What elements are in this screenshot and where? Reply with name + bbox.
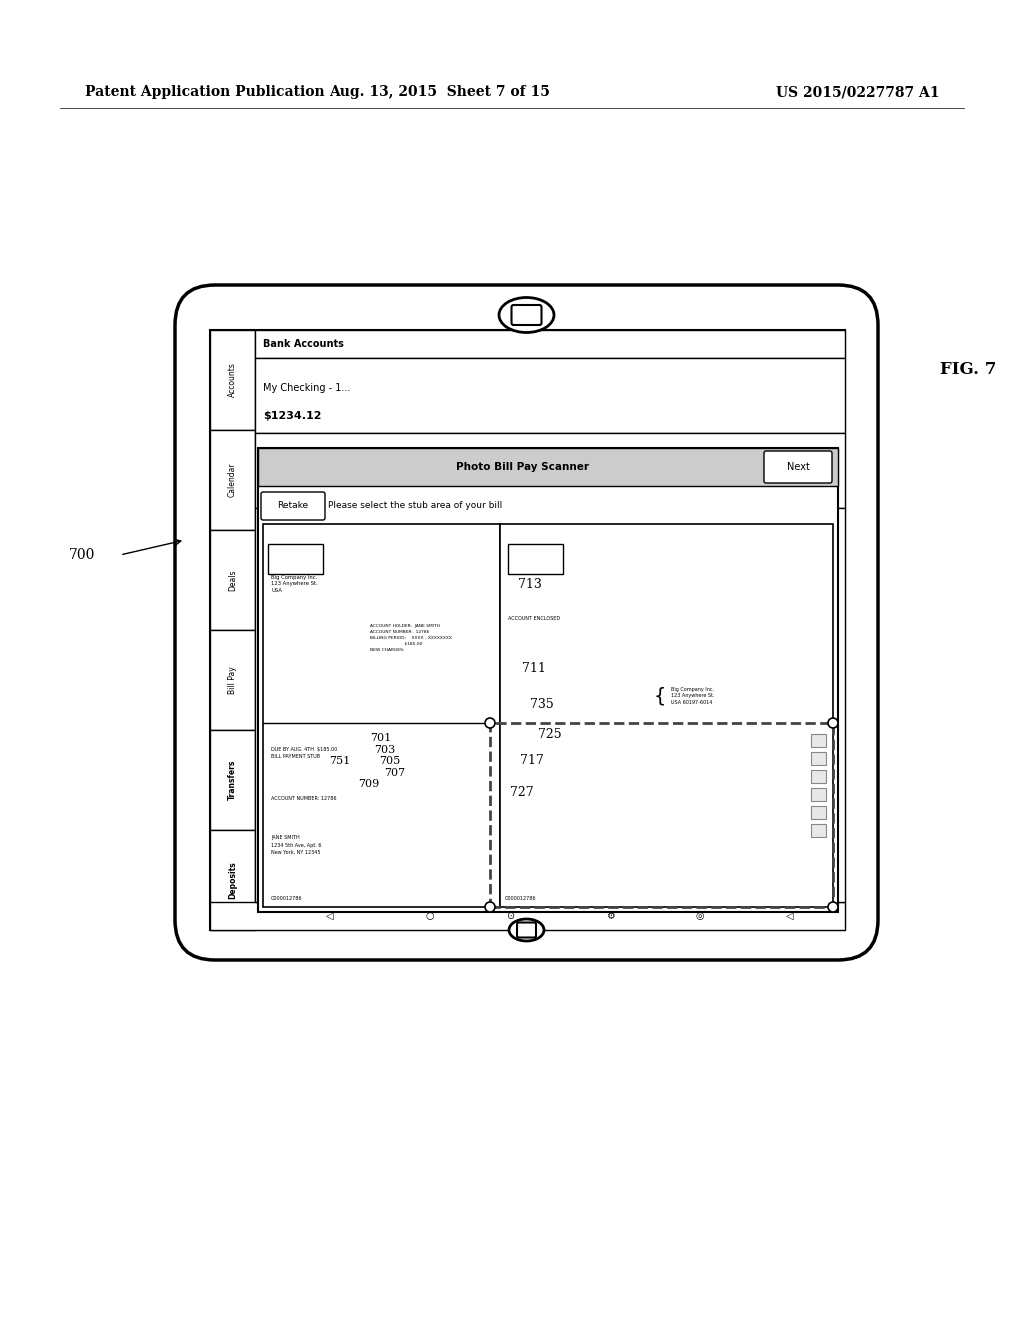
Text: ⚙: ⚙ [605,911,614,921]
Bar [811,807,826,818]
Bar [811,770,826,783]
Text: ◁: ◁ [327,911,334,921]
Text: 705: 705 [379,756,400,767]
FancyBboxPatch shape [512,305,542,325]
Bar [268,544,323,574]
Bar [210,430,255,531]
Text: 735: 735 [530,697,554,710]
FancyBboxPatch shape [764,451,831,483]
Ellipse shape [509,919,544,941]
Bar [210,531,255,630]
Text: 709: 709 [357,779,379,789]
Bar [811,734,826,747]
Text: 745: 745 [543,413,567,426]
Text: Bank Accounts: Bank Accounts [263,339,344,348]
Ellipse shape [499,297,554,333]
Bar [210,830,255,931]
Text: ACCOUNT ENCLOSED: ACCOUNT ENCLOSED [508,616,560,622]
Text: ⊙: ⊙ [506,911,514,921]
Circle shape [485,718,495,729]
Text: Photo Bill Pay Scanner: Photo Bill Pay Scanner [457,462,590,473]
Text: 749: 749 [596,408,620,421]
Text: ACCOUNT HOLDER:  JANE SMITH
ACCOUNT NUMBER:  12786
BILLING PERIOD:    XXXX - XXX: ACCOUNT HOLDER: JANE SMITH ACCOUNT NUMBE… [370,624,452,652]
Text: ○: ○ [426,911,434,921]
Text: C000012786: C000012786 [505,896,537,902]
Bar [508,544,563,574]
Text: DUE BY AUG. 4TH  $185.00
BILL PAYMENT STUB: DUE BY AUG. 4TH $185.00 BILL PAYMENT STU… [271,747,337,759]
Text: Deals: Deals [228,569,237,591]
Text: 703: 703 [375,744,395,755]
Text: 743: 743 [408,425,432,438]
Bar [811,752,826,766]
Text: JANE SMITH
1234 5th Ave, Apt. 6
New York, NY 12345: JANE SMITH 1234 5th Ave, Apt. 6 New York… [271,836,322,854]
Text: Open an Accou...: Open an Accou... [263,541,346,550]
Text: Calendar: Calendar [228,463,237,498]
Bar [500,524,833,907]
Text: 700: 700 [69,548,95,562]
Bar [258,447,838,912]
Text: $1234.12: $1234.12 [263,411,322,421]
Bar [255,330,845,358]
Text: ACCOUNT NUMBER: 12786: ACCOUNT NUMBER: 12786 [271,796,337,801]
Bar [255,358,845,433]
Bar [210,330,255,430]
Text: US 2015/0227787 A1: US 2015/0227787 A1 [776,84,940,99]
Text: Retake: Retake [278,502,308,511]
Text: Aug. 13, 2015  Sheet 7 of 15: Aug. 13, 2015 Sheet 7 of 15 [330,84,551,99]
Text: ◁: ◁ [786,911,794,921]
Text: 713: 713 [518,578,542,591]
Text: 717: 717 [520,755,544,767]
Text: Accounts: Accounts [228,363,237,397]
Text: Big Company Inc.
123 Anywhere St.
USA: Big Company Inc. 123 Anywhere St. USA [271,574,317,594]
Circle shape [485,902,495,912]
FancyBboxPatch shape [175,285,878,960]
Text: 747: 747 [658,413,682,426]
Bar [210,630,255,730]
FancyBboxPatch shape [517,923,536,937]
Circle shape [828,718,838,729]
FancyBboxPatch shape [261,492,325,520]
Text: Please select the stub area of your bill: Please select the stub area of your bill [328,502,502,511]
Text: My Checking - 1...: My Checking - 1... [263,383,350,393]
Text: Big Company Inc.
123 Anywhere St.
USA 60197-6014: Big Company Inc. 123 Anywhere St. USA 60… [671,686,715,705]
Text: 725: 725 [538,727,561,741]
Bar [490,723,833,907]
Text: 751: 751 [330,756,350,767]
Text: Investment Acco...: Investment Acco... [263,466,353,477]
Text: C000012786: C000012786 [271,896,302,902]
Text: Bill Pay: Bill Pay [228,667,237,694]
Bar [210,902,845,931]
Bar [258,447,838,486]
Text: FIG. 7: FIG. 7 [940,362,996,379]
Text: Next: Next [786,462,809,473]
Text: Transfers: Transfers [228,760,237,800]
Bar [811,824,826,837]
Circle shape [828,902,838,912]
Text: 711: 711 [522,663,546,676]
Text: 727: 727 [510,785,534,799]
Bar [210,330,845,931]
Text: 701: 701 [370,734,391,743]
Text: {: { [653,686,666,705]
Text: 707: 707 [384,768,406,777]
Text: ◎: ◎ [695,911,705,921]
Text: 739: 739 [274,590,298,602]
Bar [210,730,255,830]
Bar [255,433,845,508]
Text: 737: 737 [344,549,368,561]
Text: Patent Application Publication: Patent Application Publication [85,84,325,99]
Bar [255,508,845,902]
Bar [811,788,826,801]
Text: Deposits: Deposits [228,861,237,899]
Bar [263,524,500,907]
Text: 741: 741 [343,486,367,499]
